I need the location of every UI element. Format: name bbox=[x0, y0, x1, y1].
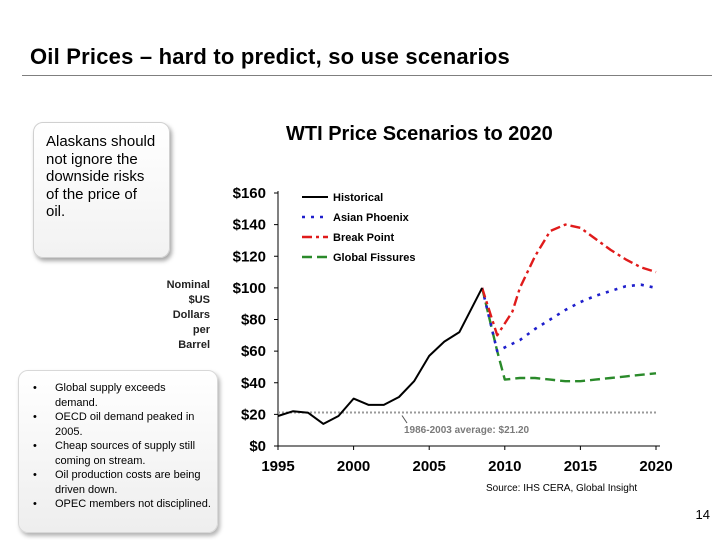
y-tick-label: $160 bbox=[233, 185, 266, 202]
slide-title: Oil Prices – hard to predict, so use sce… bbox=[30, 44, 510, 69]
y-axis-label-line: Barrel bbox=[178, 339, 210, 351]
x-tick-label: 1995 bbox=[261, 458, 294, 475]
y-axis-label: Nominal $US Dollars per Barrel bbox=[150, 278, 210, 353]
series-line-global-fissures bbox=[480, 287, 657, 383]
average-label: 1986-2003 average: $21.20 bbox=[404, 425, 530, 436]
y-tick-label: $140 bbox=[233, 217, 266, 234]
bullet-item: OECD oil demand peaked in 2005. bbox=[29, 410, 211, 439]
x-tick-label: 2020 bbox=[639, 458, 672, 475]
legend-entry: Historical bbox=[333, 192, 383, 204]
bullet-list: Global supply exceeds demand. OECD oil d… bbox=[29, 381, 211, 512]
bullet-item: Global supply exceeds demand. bbox=[29, 381, 211, 410]
bullet-item: Cheap sources of supply still coming on … bbox=[29, 439, 211, 468]
y-tick-label: $40 bbox=[241, 375, 266, 392]
chart-title: WTI Price Scenarios to 2020 bbox=[286, 123, 553, 145]
y-tick-label: $0 bbox=[249, 438, 266, 455]
callout-box: Alaskans should not ignore the downside … bbox=[33, 122, 170, 258]
series-line-break-point bbox=[480, 223, 657, 337]
y-tick-label: $60 bbox=[241, 343, 266, 360]
y-tick-label: $80 bbox=[241, 312, 266, 329]
y-tick-label: $20 bbox=[241, 406, 266, 423]
legend-entry: Asian Phoenix bbox=[333, 212, 410, 224]
legend-entry: Break Point bbox=[333, 232, 394, 244]
series-line-asian-phoenix bbox=[480, 283, 657, 353]
y-tick-label: $120 bbox=[233, 248, 266, 265]
series-line-historical bbox=[277, 287, 483, 425]
y-axis-label-line: $US bbox=[188, 294, 210, 306]
legend-entry: Global Fissures bbox=[333, 252, 416, 264]
chart-source: Source: IHS CERA, Global Insight bbox=[486, 483, 637, 494]
callout-text: Alaskans should not ignore the downside … bbox=[46, 133, 156, 220]
y-axis-label-line: per bbox=[192, 324, 210, 336]
bullet-item: Oil production costs are being driven do… bbox=[29, 468, 211, 497]
x-tick-label: 2000 bbox=[337, 458, 370, 475]
x-tick-label: 2015 bbox=[564, 458, 597, 475]
x-tick-label: 2005 bbox=[413, 458, 446, 475]
x-tick-label: 2010 bbox=[488, 458, 521, 475]
average-label-leader bbox=[401, 415, 408, 424]
y-axis-label-line: Dollars bbox=[172, 309, 210, 321]
y-axis-label-line: Nominal bbox=[166, 279, 210, 291]
y-tick-label: $100 bbox=[233, 280, 266, 297]
title-divider bbox=[22, 75, 712, 76]
bullet-box: Global supply exceeds demand. OECD oil d… bbox=[18, 370, 218, 533]
bullet-item: OPEC members not disciplined. bbox=[29, 497, 211, 512]
page-number: 14 bbox=[695, 507, 710, 522]
